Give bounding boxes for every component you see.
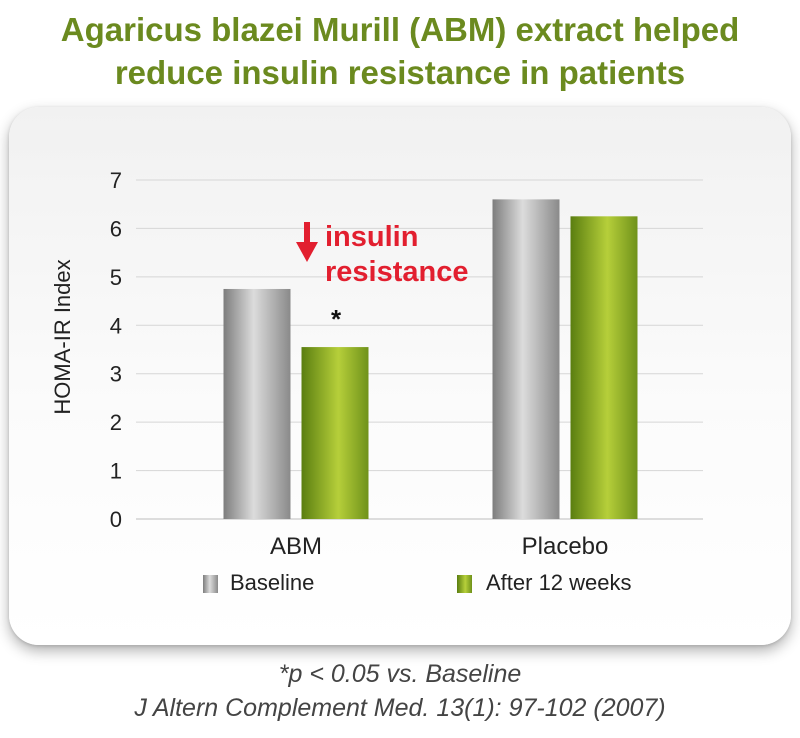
legend: Baseline After 12 weeks (203, 570, 632, 595)
citation-footnote: J Altern Complement Med. 13(1): 97-102 (… (134, 694, 666, 722)
y-axis-label: HOMA-IR Index (50, 259, 75, 414)
y-tick-label: 1 (110, 459, 122, 484)
callout-line-1: insulin (325, 221, 418, 253)
bar-placebo-after-12-weeks (570, 216, 638, 520)
y-tick-label: 3 (110, 362, 122, 387)
chart-title: Agaricus blazei Murill (ABM) extract hel… (0, 8, 800, 94)
down-arrow-icon (296, 222, 318, 262)
y-tick-label: 0 (110, 507, 122, 532)
y-tick-label: 7 (110, 168, 122, 193)
legend-label-after-12-weeks: After 12 weeks (486, 570, 632, 595)
y-axis-ticks: 0 1 2 3 4 5 6 7 (110, 168, 122, 532)
legend-swatch-after-12-weeks (457, 575, 472, 593)
significance-asterisk: * (331, 304, 342, 334)
legend-label-baseline: Baseline (230, 570, 314, 595)
x-tick-label: Placebo (522, 533, 609, 560)
chart-title-line-1: Agaricus blazei Murill (ABM) extract hel… (60, 11, 740, 48)
x-tick-label: ABM (270, 533, 322, 560)
x-axis-ticks: ABM Placebo (270, 533, 608, 560)
chart-title-line-2: reduce insulin resistance in patients (114, 54, 686, 91)
bar-abm-after-12-weeks (301, 347, 369, 519)
y-tick-label: 4 (110, 313, 122, 338)
significance-footnote: *p < 0.05 vs. Baseline (278, 660, 522, 688)
callout-line-2: resistance (325, 256, 469, 288)
bar-placebo-baseline (492, 199, 560, 519)
bar-abm-baseline (223, 288, 291, 519)
chart-card (9, 107, 791, 645)
callout: insulin resistance * (296, 221, 469, 334)
y-tick-label: 5 (110, 265, 122, 290)
legend-swatch-baseline (203, 575, 218, 593)
y-tick-label: 6 (110, 216, 122, 241)
y-tick-label: 2 (110, 410, 122, 435)
bars (223, 199, 638, 520)
